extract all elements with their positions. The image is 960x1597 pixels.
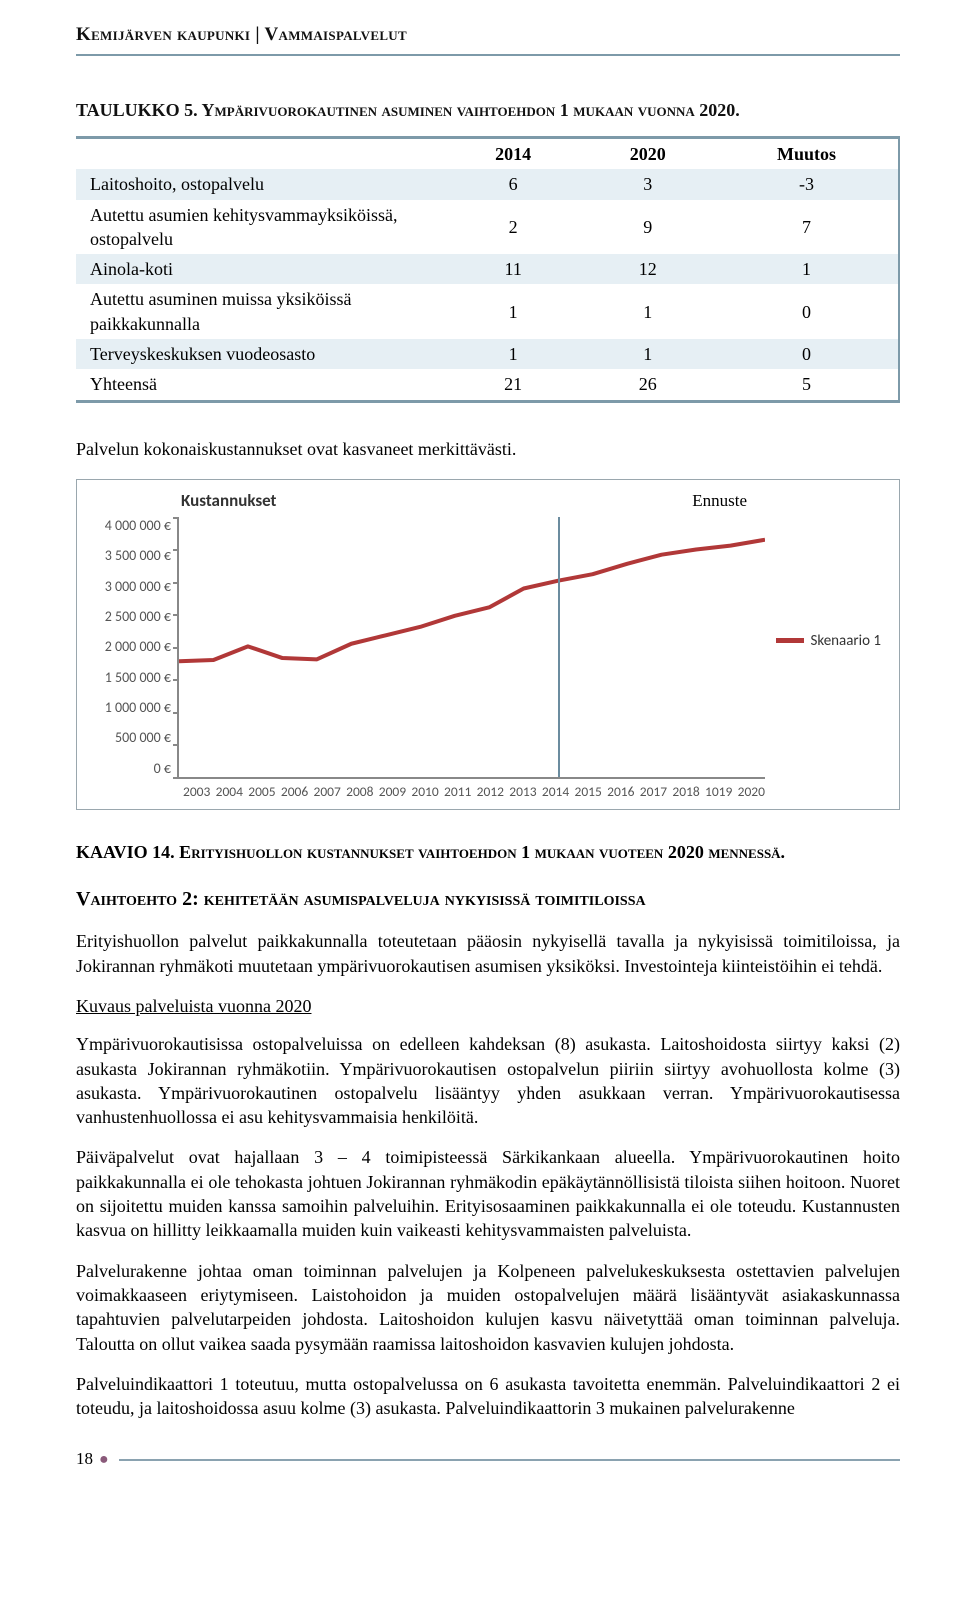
doc-header: Kemijärven kaupunki | Vammaispalvelut (76, 22, 900, 56)
row-label: Autettu asuminen muissa yksiköissä paikk… (76, 284, 446, 339)
legend-swatch (776, 638, 804, 643)
x-tick-label: 2006 (281, 783, 308, 801)
col-2014: 2014 (446, 139, 581, 169)
cell: 1 (580, 339, 715, 369)
cost-chart: Kustannukset Ennuste 4 000 000 € 3 500 00… (76, 479, 900, 810)
cell: 7 (715, 200, 898, 255)
x-tick-label: 2005 (248, 783, 275, 801)
col-blank (76, 139, 446, 169)
x-tick-label: 2012 (477, 783, 504, 801)
x-tick-label: 1019 (705, 783, 732, 801)
table-header-row: 2014 2020 Muutos (76, 139, 898, 169)
body-p5: Palveluindikaattori 1 toteutuu, mutta os… (76, 1372, 900, 1421)
x-tick-label: 2011 (444, 783, 471, 801)
x-tick-label: 2003 (183, 783, 210, 801)
x-tick-label: 2010 (411, 783, 438, 801)
y-tick-label: 2 500 000 € (89, 608, 171, 627)
figure-caption: KAAVIO 14. Erityishuollon kustannukset v… (76, 840, 900, 864)
y-tick-label: 0 € (89, 760, 171, 779)
forecast-divider (558, 517, 560, 777)
body-p1: Erityishuollon palvelut paikkakunnalla t… (76, 929, 900, 978)
section-heading: Vaihtoehto 2: kehitetään asumispalveluja… (76, 886, 900, 913)
cell: 21 (446, 369, 581, 399)
table-row: Ainola-koti11121 (76, 254, 898, 284)
table-row: Terveyskeskuksen vuodeosasto110 (76, 339, 898, 369)
x-tick-label: 2018 (672, 783, 699, 801)
cell: 12 (580, 254, 715, 284)
y-tick-label: 4 000 000 € (89, 517, 171, 536)
x-tick-label: 2014 (542, 783, 569, 801)
table-row: Yhteensä21265 (76, 369, 898, 399)
cell: 1 (446, 284, 581, 339)
cell: 6 (446, 169, 581, 199)
cell: 0 (715, 284, 898, 339)
x-tick-label: 2016 (607, 783, 634, 801)
y-tick-label: 500 000 € (89, 729, 171, 748)
table-row: Laitoshoito, ostopalvelu63-3 (76, 169, 898, 199)
y-tick-label: 3 000 000 € (89, 578, 171, 597)
body-subhead: Kuvaus palveluista vuonna 2020 (76, 994, 900, 1018)
cell: 2 (446, 200, 581, 255)
x-tick-label: 2004 (216, 783, 243, 801)
cell: 1 (580, 284, 715, 339)
intro-paragraph: Palvelun kokonaiskustannukset ovat kasva… (76, 437, 900, 461)
cell: 3 (580, 169, 715, 199)
body-p3: Päiväpalvelut ovat hajallaan 3 – 4 toimi… (76, 1145, 900, 1242)
footer-dot-icon: ● (99, 1452, 109, 1468)
x-tick-label: 2020 (738, 783, 765, 801)
cell: 1 (715, 254, 898, 284)
ennuste-label: Ennuste (692, 490, 747, 513)
table-row: Autettu asumien kehitysvammayksiköissä, … (76, 200, 898, 255)
row-label: Terveyskeskuksen vuodeosasto (76, 339, 446, 369)
x-tick-label: 2007 (314, 783, 341, 801)
row-label: Laitoshoito, ostopalvelu (76, 169, 446, 199)
chart-title: Kustannukset (181, 490, 276, 513)
footer-rule (119, 1459, 900, 1461)
col-muutos: Muutos (715, 139, 898, 169)
cell: 1 (446, 339, 581, 369)
row-label: Ainola-koti (76, 254, 446, 284)
cell: 0 (715, 339, 898, 369)
x-tick-label: 2017 (640, 783, 667, 801)
x-tick-label: 2008 (346, 783, 373, 801)
cell: 26 (580, 369, 715, 399)
y-tick-label: 1 000 000 € (89, 699, 171, 718)
y-tick-label: 3 500 000 € (89, 547, 171, 566)
x-axis-labels: 2003 2004 2005 2006 2007 2008 2009 2010 2011 2012… (89, 783, 887, 801)
table-5: 2014 2020 Muutos Laitoshoito, ostopalvel… (76, 136, 900, 403)
x-tick-label: 2015 (575, 783, 602, 801)
cell: 5 (715, 369, 898, 399)
cell: 11 (446, 254, 581, 284)
body-p2: Ympärivuorokautisissa ostopalveluissa on… (76, 1032, 900, 1129)
col-2020: 2020 (580, 139, 715, 169)
row-label: Yhteensä (76, 369, 446, 399)
table-row: Autettu asuminen muissa yksiköissä paikk… (76, 284, 898, 339)
cell: -3 (715, 169, 898, 199)
x-tick-label: 2013 (509, 783, 536, 801)
table-title: TAULUKKO 5. Ympärivuorokautinen asuminen… (76, 98, 900, 122)
body-p4: Palvelurakenne johtaa oman toiminnan pal… (76, 1259, 900, 1356)
x-tick-label: 2009 (379, 783, 406, 801)
y-tick-label: 2 000 000 € (89, 638, 171, 657)
plot-area: Skenaario 1 (177, 517, 765, 779)
legend-label: Skenaario 1 (810, 631, 881, 651)
cell: 9 (580, 200, 715, 255)
row-label: Autettu asumien kehitysvammayksiköissä, … (76, 200, 446, 255)
page-footer: 18 ● (76, 1448, 900, 1471)
page-number: 18 (76, 1448, 93, 1471)
chart-legend: Skenaario 1 (776, 631, 881, 651)
y-tick-label: 1 500 000 € (89, 669, 171, 688)
y-axis-labels: 4 000 000 € 3 500 000 € 3 000 000 € 2 500 0… (89, 517, 177, 779)
